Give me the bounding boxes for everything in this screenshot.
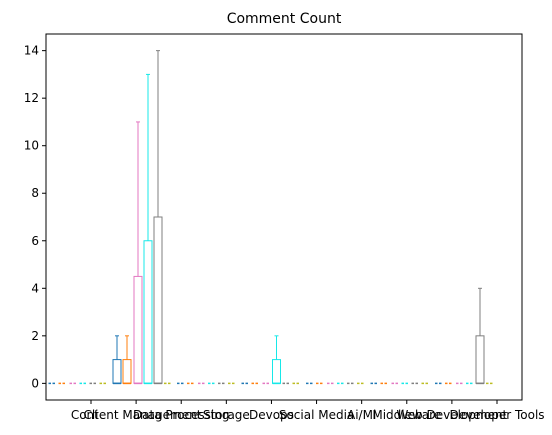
chart-title: Comment Count <box>227 11 342 27</box>
x-tick-label: Storage <box>203 408 250 422</box>
y-tick-label: 4 <box>31 281 39 295</box>
box-plot <box>143 73 153 385</box>
box-plot <box>133 121 143 385</box>
y-tick-label: 6 <box>31 234 39 248</box>
y-tick-label: 8 <box>31 186 39 200</box>
box-plot <box>122 335 132 385</box>
y-tick-label: 0 <box>31 376 39 390</box>
x-tick-label: Web Development <box>397 408 508 422</box>
box-plot <box>153 50 163 385</box>
x-tick-label: Cli <box>83 408 98 422</box>
y-tick-label: 14 <box>24 44 39 58</box>
box-plot <box>475 287 485 385</box>
x-tick-label: Content Management <box>71 408 202 422</box>
x-tick-label: Middleware <box>372 408 441 422</box>
y-axis: 0 2 4 6 8 10 12 14 <box>24 44 46 390</box>
x-tick-label: Social Media <box>279 408 354 422</box>
box-plot <box>112 335 122 385</box>
box-plot <box>272 335 281 385</box>
y-tick-label: 12 <box>24 91 39 105</box>
plot-area <box>48 50 494 385</box>
plot-frame <box>45 33 523 401</box>
x-tick-label: Developer Tools <box>449 408 544 422</box>
x-tick-label: Ai/Ml <box>347 408 376 422</box>
y-tick-label: 10 <box>24 139 39 153</box>
x-tick-label: Data Processing <box>133 408 230 422</box>
y-tick-label: 2 <box>31 329 39 343</box>
x-tick-label: Devops <box>249 408 294 422</box>
